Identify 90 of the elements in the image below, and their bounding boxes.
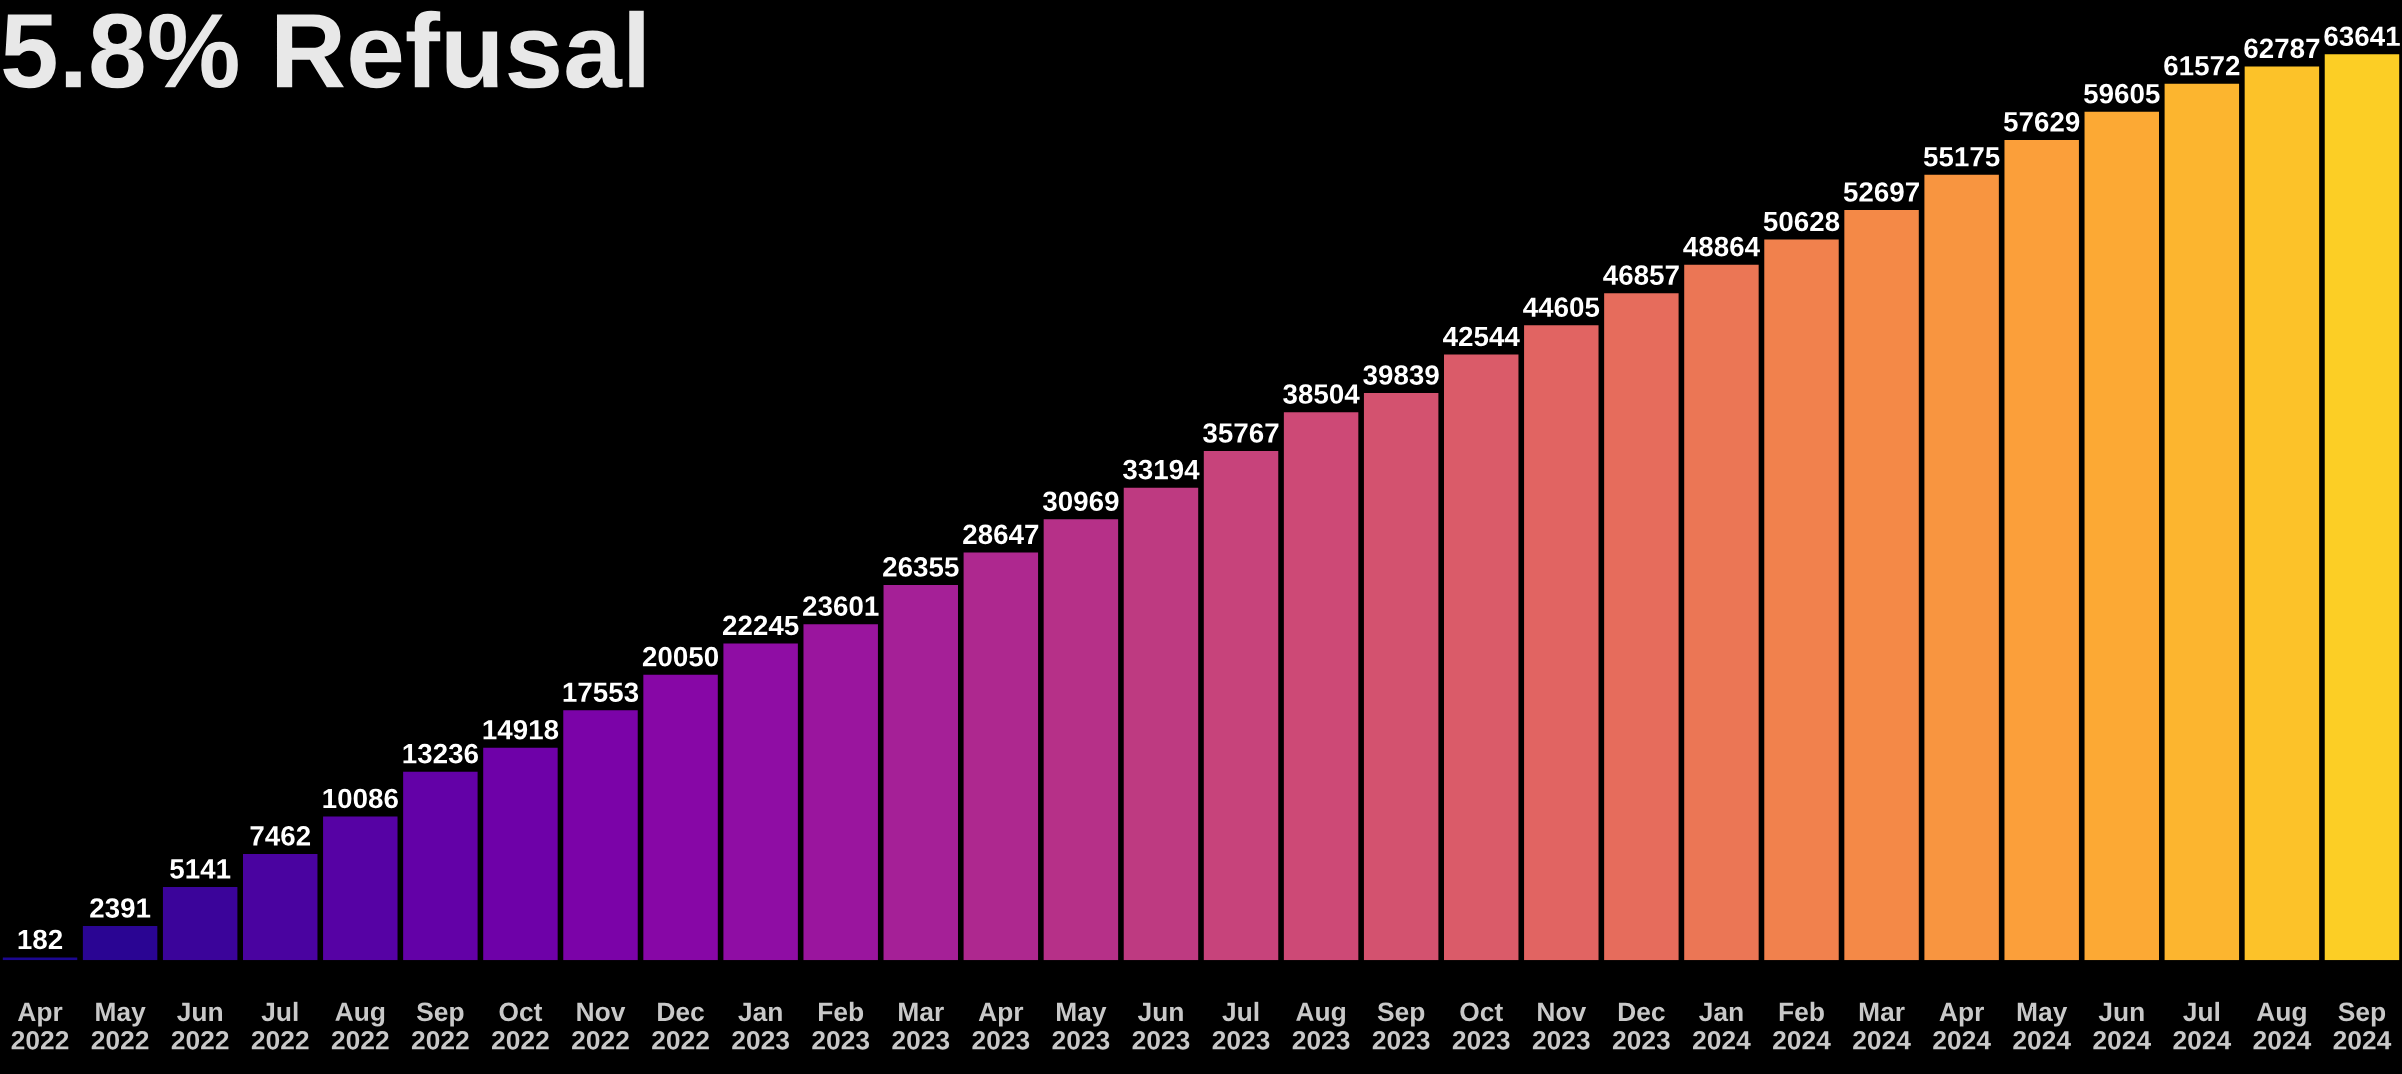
x-tick-label: Apr 2022 xyxy=(11,1002,69,1050)
data-label: 182 xyxy=(18,929,63,950)
bar xyxy=(82,926,158,961)
data-label: 13236 xyxy=(403,743,478,764)
bar xyxy=(1924,174,1999,961)
data-label: 55175 xyxy=(1923,147,2000,167)
bar xyxy=(1604,293,1679,961)
x-tick-label: May 2023 xyxy=(1052,1002,1110,1050)
data-label: 59605 xyxy=(2084,83,2160,104)
bar xyxy=(1524,325,1599,961)
x-tick-label: Nov 2022 xyxy=(572,1002,629,1050)
data-label: 20050 xyxy=(642,646,719,667)
bar xyxy=(803,624,878,961)
data-label: 5141 xyxy=(170,859,231,879)
x-tick-label: Jan 2024 xyxy=(1693,1002,1751,1050)
data-label: 39839 xyxy=(1363,365,1439,385)
x-tick-label: May 2022 xyxy=(91,1002,149,1050)
x-tick-label: Sep 2024 xyxy=(2333,1002,2392,1050)
x-tick-label: Aug 2022 xyxy=(331,1002,389,1050)
bar xyxy=(1444,354,1519,961)
bar xyxy=(1363,393,1439,961)
data-label: 28647 xyxy=(963,524,1039,545)
x-tick-label: Jul 2024 xyxy=(2173,1001,2232,1050)
bar xyxy=(162,886,238,961)
data-label: 35767 xyxy=(1203,423,1279,443)
bar xyxy=(483,747,558,961)
data-label: 22245 xyxy=(722,615,799,636)
x-tick-label: Dec 2023 xyxy=(1612,1002,1670,1050)
data-label: 38504 xyxy=(1283,384,1360,404)
bar xyxy=(563,710,638,961)
data-label: 44605 xyxy=(1523,297,1600,318)
bar xyxy=(323,816,398,961)
bar xyxy=(723,643,798,961)
x-tick-label: Feb 2024 xyxy=(1773,1001,1831,1050)
bar xyxy=(1123,487,1199,961)
x-tick-label: Dec 2022 xyxy=(652,1002,709,1050)
data-label: 33194 xyxy=(1122,459,1200,480)
x-tick-label: Apr 2024 xyxy=(1933,1002,1991,1050)
bar xyxy=(1203,451,1279,961)
bar xyxy=(963,552,1039,961)
data-label: 42544 xyxy=(1443,326,1520,347)
data-label: 50628 xyxy=(1763,211,1840,232)
bar xyxy=(2244,66,2320,961)
bar xyxy=(243,853,318,961)
data-label: 7462 xyxy=(250,826,311,846)
bar xyxy=(1043,519,1119,961)
data-label: 61572 xyxy=(2164,55,2240,76)
x-tick-label: Jan 2023 xyxy=(732,1002,790,1050)
data-label: 23601 xyxy=(803,596,879,617)
bar xyxy=(2164,83,2240,961)
data-label: 2391 xyxy=(90,898,151,918)
x-tick-label: Sep 2023 xyxy=(1372,1002,1430,1050)
x-tick-label: Apr 2023 xyxy=(972,1002,1030,1050)
bar xyxy=(643,674,718,961)
x-tick-label: Aug 2023 xyxy=(1292,1002,1350,1050)
x-tick-label: Jun 2022 xyxy=(171,1002,229,1050)
bar xyxy=(2324,54,2400,961)
bar xyxy=(883,585,958,961)
x-tick-label: Feb 2023 xyxy=(812,1001,870,1050)
data-label: 14918 xyxy=(483,719,559,740)
data-label: 52697 xyxy=(1843,182,1919,202)
x-tick-label: Jul 2023 xyxy=(1212,1001,1270,1050)
bar xyxy=(2004,139,2079,961)
x-tick-label: Aug 2024 xyxy=(2253,1002,2312,1050)
x-tick-label: Sep 2022 xyxy=(411,1002,469,1050)
data-label: 26355 xyxy=(883,557,959,577)
bar xyxy=(1283,412,1359,961)
data-label: 10086 xyxy=(323,788,398,809)
x-tick-label: Nov 2023 xyxy=(1532,1002,1590,1050)
x-tick-label: Jun 2024 xyxy=(2093,1002,2151,1050)
bar xyxy=(403,771,478,961)
bar xyxy=(2084,111,2159,961)
chart-title: 5.8% Refusal xyxy=(3,10,644,89)
data-label: 30969 xyxy=(1042,491,1119,512)
data-label: 46857 xyxy=(1603,265,1679,285)
data-label: 17553 xyxy=(563,682,639,703)
x-tick-label: Oct 2023 xyxy=(1452,1002,1510,1050)
data-label: 63641 xyxy=(2324,26,2400,47)
x-tick-label: Mar 2023 xyxy=(892,1002,950,1050)
x-tick-label: Mar 2024 xyxy=(1853,1002,1911,1050)
bar xyxy=(1764,239,1839,961)
data-label: 48864 xyxy=(1683,236,1760,257)
x-tick-label: May 2024 xyxy=(2013,1002,2071,1050)
x-tick-label: Jun 2023 xyxy=(1132,1002,1190,1050)
bar xyxy=(1684,264,1759,961)
x-tick-label: Jul 2022 xyxy=(251,1001,309,1050)
x-tick-label: Oct 2022 xyxy=(492,1002,549,1050)
bar xyxy=(1844,210,1919,961)
data-label: 62787 xyxy=(2244,38,2320,59)
data-label: 57629 xyxy=(2003,111,2080,132)
